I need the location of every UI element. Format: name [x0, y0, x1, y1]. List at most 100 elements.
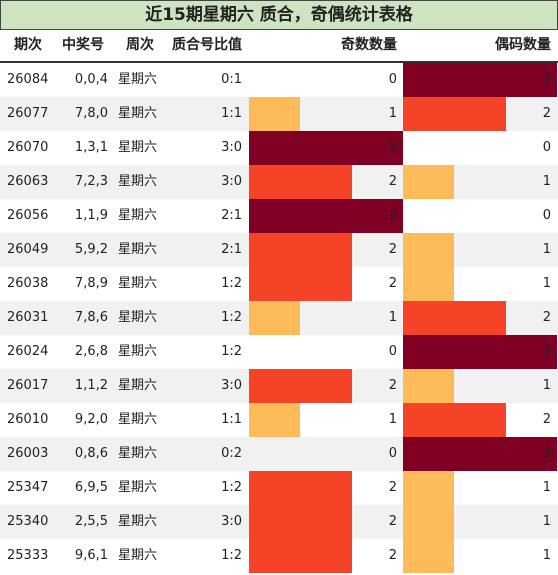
weekday-cell: 星期六	[118, 514, 158, 529]
winning-number-cell: 9,6,1	[74, 548, 108, 563]
even-count-bar	[403, 403, 506, 437]
odd-count-bar	[249, 267, 352, 301]
table-row: 25347 6,9,5 星期六 1:2 2 1	[0, 471, 558, 505]
weekday-cell: 星期六	[118, 208, 158, 223]
weekday-cell: 星期六	[118, 106, 158, 121]
odd-count-label: 2	[388, 242, 397, 257]
even-count-bar	[403, 369, 454, 403]
period-cell: 26070	[7, 140, 49, 155]
weekday-cell: 星期六	[118, 446, 158, 461]
table-row: 26063 7,2,3 星期六 3:0 2 1	[0, 165, 558, 199]
ratio-cell: 1:2	[221, 276, 242, 291]
winning-number-cell: 1,1,2	[74, 378, 108, 393]
period-cell: 26024	[7, 344, 49, 359]
even-count-label: 2	[542, 106, 551, 121]
table-row: 26003 0,8,6 星期六 0:2 0 3	[0, 437, 558, 471]
weekday-cell: 星期六	[118, 310, 158, 325]
weekday-cell: 星期六	[118, 412, 158, 427]
odd-count-label: 1	[388, 310, 397, 325]
weekday-cell: 星期六	[118, 72, 158, 87]
winning-number-cell: 9,2,0	[74, 412, 108, 427]
even-count-bar	[403, 267, 454, 301]
header-period: 期次	[14, 37, 42, 53]
table-row: 26084 0,0,4 星期六 0:1 0 3	[0, 63, 558, 97]
even-count-label: 2	[542, 412, 551, 427]
odd-count-bar	[249, 539, 352, 573]
ratio-cell: 3:0	[221, 378, 242, 393]
period-cell: 26003	[7, 446, 49, 461]
weekday-cell: 星期六	[118, 174, 158, 189]
odd-count-label: 2	[388, 480, 397, 495]
odd-count-bar	[249, 471, 352, 505]
even-count-label: 1	[542, 548, 551, 563]
period-cell: 26056	[7, 208, 49, 223]
odd-count-label: 3	[388, 140, 397, 155]
winning-number-cell: 6,9,5	[74, 480, 108, 495]
even-count-bar	[403, 97, 506, 131]
weekday-cell: 星期六	[118, 480, 158, 495]
period-cell: 25340	[7, 514, 49, 529]
even-count-label: 1	[542, 480, 551, 495]
table-row: 25333 9,6,1 星期六 1:2 2 1	[0, 539, 558, 573]
winning-number-cell: 1,1,9	[74, 208, 108, 223]
even-count-bar	[403, 471, 454, 505]
even-count-label: 1	[542, 514, 551, 529]
winning-number-cell: 2,5,5	[74, 514, 108, 529]
period-cell: 26010	[7, 412, 49, 427]
winning-number-cell: 7,2,3	[74, 174, 108, 189]
ratio-cell: 3:0	[221, 514, 242, 529]
header-ratio: 质合号比值	[172, 37, 242, 53]
period-cell: 26049	[7, 242, 49, 257]
header-even-count: 偶码数量	[495, 37, 551, 53]
winning-number-cell: 2,6,8	[74, 344, 108, 359]
odd-count-label: 2	[388, 174, 397, 189]
even-count-bar	[403, 437, 557, 471]
odd-count-bar	[249, 165, 352, 199]
ratio-cell: 1:2	[221, 344, 242, 359]
ratio-cell: 0:2	[221, 446, 242, 461]
odd-count-label: 0	[388, 344, 397, 359]
table-row: 26010 9,2,0 星期六 1:1 1 2	[0, 403, 558, 437]
weekday-cell: 星期六	[118, 242, 158, 257]
period-cell: 26038	[7, 276, 49, 291]
even-count-label: 2	[542, 310, 551, 325]
weekday-cell: 星期六	[118, 344, 158, 359]
ratio-cell: 2:1	[221, 242, 242, 257]
odd-count-label: 2	[388, 548, 397, 563]
even-count-bar	[403, 63, 557, 97]
odd-count-label: 2	[388, 378, 397, 393]
odd-count-bar	[249, 97, 300, 131]
table-row: 26077 7,8,0 星期六 1:1 1 2	[0, 97, 558, 131]
odd-count-bar	[249, 131, 403, 165]
table-row: 26049 5,9,2 星期六 2:1 2 1	[0, 233, 558, 267]
header-weekday: 周次	[126, 37, 154, 53]
weekday-cell: 星期六	[118, 548, 158, 563]
winning-number-cell: 7,8,0	[74, 106, 108, 121]
odd-count-label: 1	[388, 106, 397, 121]
odd-count-bar	[249, 403, 300, 437]
even-count-bar	[403, 233, 454, 267]
odd-count-bar	[249, 233, 352, 267]
winning-number-cell: 0,8,6	[74, 446, 108, 461]
even-count-label: 0	[542, 208, 551, 223]
winning-number-cell: 5,9,2	[74, 242, 108, 257]
odd-count-label: 0	[388, 446, 397, 461]
ratio-cell: 1:1	[221, 106, 242, 121]
even-count-bar	[403, 165, 454, 199]
table-row: 25340 2,5,5 星期六 3:0 2 1	[0, 505, 558, 539]
even-count-bar	[403, 301, 506, 335]
table-row: 26024 2,6,8 星期六 1:2 0 3	[0, 335, 558, 369]
even-count-label: 0	[542, 140, 551, 155]
table-header: 期次 中奖号 周次 质合号比值 奇数数量 偶码数量	[0, 30, 558, 63]
table-row: 26038 7,8,9 星期六 1:2 2 1	[0, 267, 558, 301]
ratio-cell: 2:1	[221, 208, 242, 223]
header-winning-number: 中奖号	[62, 37, 104, 53]
even-count-bar	[403, 539, 454, 573]
table-row: 26031 7,8,6 星期六 1:2 1 2	[0, 301, 558, 335]
ratio-cell: 1:1	[221, 412, 242, 427]
winning-number-cell: 7,8,9	[74, 276, 108, 291]
ratio-cell: 3:0	[221, 140, 242, 155]
weekday-cell: 星期六	[118, 276, 158, 291]
period-cell: 26084	[7, 72, 49, 87]
winning-number-cell: 0,0,4	[74, 72, 108, 87]
